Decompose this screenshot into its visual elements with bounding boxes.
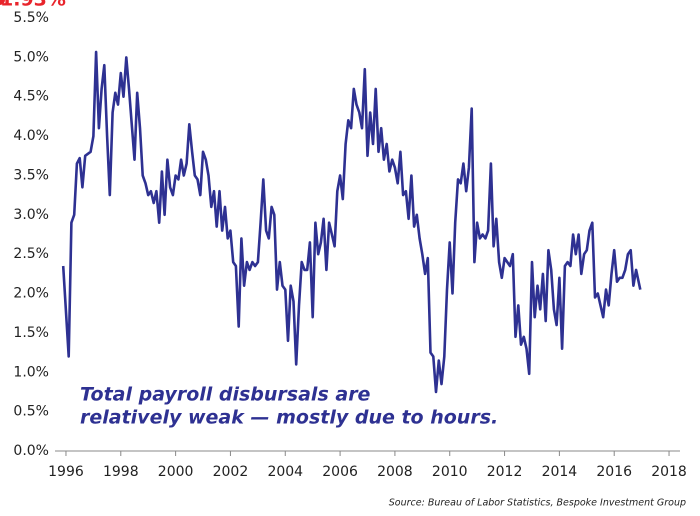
source: Source: Bureau of Labor Statistics, Besp…	[389, 498, 686, 509]
y-tick-label: 5.5%	[13, 10, 49, 26]
x-tick-label: 2002	[213, 464, 249, 480]
y-tick-label: 1.0%	[13, 364, 49, 380]
line	[61, 50, 642, 394]
y-tick-label: 4.0%	[13, 128, 49, 144]
y-tick-label: 2.5%	[13, 246, 49, 262]
y-tick-label: 3.5%	[13, 167, 49, 183]
x-tick-label: 2016	[596, 464, 632, 480]
y-tick-label: 0.5%	[13, 404, 49, 420]
x-tick-label: 2014	[542, 464, 578, 480]
x-tick-label: 1998	[103, 464, 139, 480]
y-tick-label: 2.0%	[13, 286, 49, 302]
y-tick-label: 0.0%	[13, 443, 49, 459]
x-tick-label: 2006	[322, 464, 358, 480]
y-tick-label: 1.5%	[13, 325, 49, 341]
value-label: 1.93%	[0, 0, 66, 11]
y-tick-label: 3.0%	[13, 207, 49, 223]
annotation-line: Total payroll disbursals are	[80, 384, 371, 406]
y-tick-label: 5.0%	[13, 49, 49, 65]
x-tick-label: 2010	[432, 464, 468, 480]
x-tick-label: 1996	[48, 464, 84, 480]
x-tick-label: 2000	[158, 464, 194, 480]
x-tick-label: 2004	[267, 464, 303, 480]
x-tick-label: 2012	[487, 464, 523, 480]
annotation-line: relatively weak — mostly due to hours.	[80, 407, 498, 429]
y-tick-label: 4.5%	[13, 89, 49, 105]
highlight-point	[0, 0, 5, 5]
x-tick-label: 2018	[651, 464, 687, 480]
x-tick-label: 2008	[377, 464, 413, 480]
